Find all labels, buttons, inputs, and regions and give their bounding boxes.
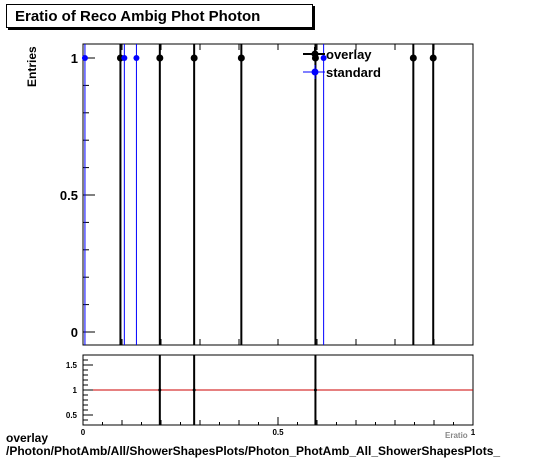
- chart-title: Eratio of Reco Ambig Phot Photon: [15, 8, 261, 25]
- overlay-point: [190, 54, 198, 62]
- legend-marker-standard: [311, 68, 319, 76]
- footer-path: overlay /Photon/PhotAmb/All/ShowerShapes…: [6, 432, 500, 458]
- y-tick-label: 0: [71, 325, 78, 340]
- x-axis-label-clipped: Eratio: [445, 431, 468, 440]
- overlay-point: [156, 54, 164, 62]
- main-plot-frame: [82, 43, 474, 346]
- ratio-x-tick-label: 1: [471, 428, 476, 437]
- title-box: Eratio of Reco Ambig Phot Photon: [6, 4, 313, 28]
- y-tick-label: 0.5: [60, 188, 78, 203]
- ratio-x-tick-label: 0: [81, 428, 86, 437]
- overlay-point: [237, 54, 245, 62]
- standard-point: [133, 55, 140, 61]
- standard-point: [121, 55, 128, 61]
- overlay-point: [409, 54, 417, 62]
- ratio-point: [313, 388, 317, 392]
- ratio-point: [192, 388, 196, 392]
- standard-point: [320, 55, 327, 61]
- ratio-y-tick-label: 1: [73, 386, 78, 395]
- ratio-y-tick-label: 0.5: [66, 411, 78, 420]
- legend-marker-overlay: [311, 50, 319, 58]
- ratio-x-tick-label: 0.5: [272, 428, 284, 437]
- footer-line-1: overlay: [6, 431, 49, 445]
- legend-label-overlay: overlay: [326, 47, 372, 62]
- footer-line-2: /Photon/PhotAmb/All/ShowerShapesPlots/Ph…: [6, 444, 501, 458]
- overlay-point: [429, 54, 437, 62]
- ratio-y-tick-label: 1.5: [66, 361, 78, 370]
- standard-point: [81, 55, 88, 61]
- ratio-point: [158, 388, 162, 392]
- y-tick-label: 1: [71, 51, 78, 66]
- legend-label-standard: standard: [326, 65, 381, 80]
- y-axis-label: Entries: [25, 46, 39, 87]
